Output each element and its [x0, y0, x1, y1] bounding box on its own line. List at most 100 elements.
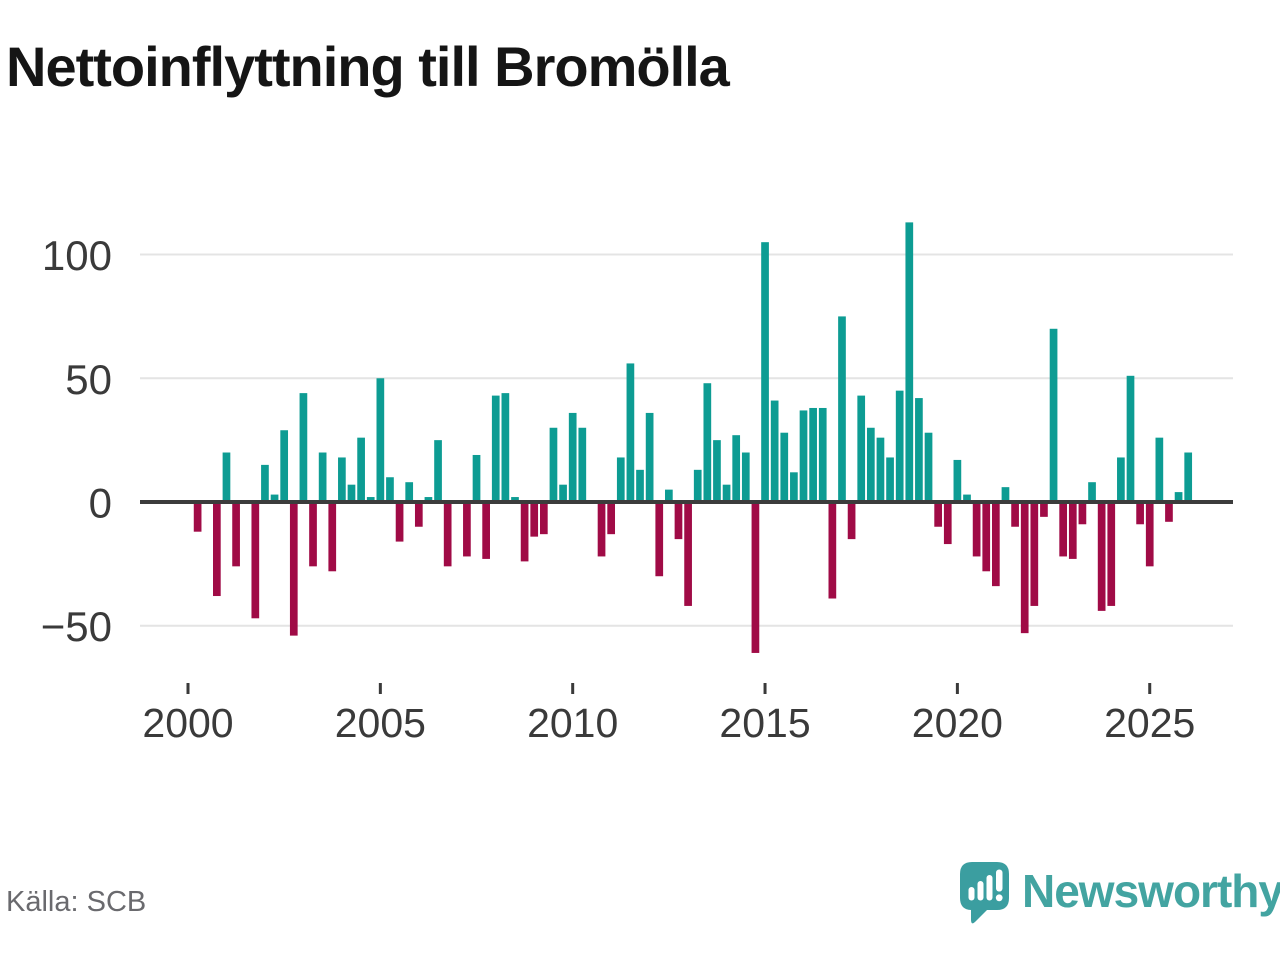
bar-positive	[1174, 492, 1183, 502]
bar-negative	[1145, 502, 1154, 567]
bar-positive	[626, 363, 635, 502]
bar-positive	[1117, 457, 1125, 502]
bar-positive	[924, 432, 933, 502]
bar-negative	[982, 502, 991, 572]
logo-bar-large	[986, 875, 993, 901]
bar-positive	[1049, 328, 1058, 502]
bar-positive	[222, 452, 231, 502]
bar-negative	[674, 502, 683, 540]
x-axis-label: 2015	[719, 700, 810, 746]
bar-positive	[838, 316, 846, 502]
bar-positive	[953, 459, 962, 502]
logo-bar-medium	[977, 881, 984, 901]
bar-positive	[915, 398, 923, 502]
bar-positive	[280, 430, 289, 502]
bar-negative	[1165, 502, 1173, 522]
bar-positive	[366, 497, 375, 502]
bar-negative	[328, 502, 337, 572]
bar-negative	[1136, 502, 1144, 525]
bar-negative	[1020, 502, 1029, 634]
bar-positive	[559, 484, 567, 502]
bar-positive	[770, 400, 779, 502]
bar-negative	[539, 502, 548, 535]
bar-positive	[790, 472, 798, 502]
logo-exclamation-bar	[996, 869, 1003, 892]
bar-positive	[1184, 452, 1193, 502]
bar-positive	[876, 437, 885, 502]
bar-positive	[347, 484, 356, 502]
bar-negative	[684, 502, 692, 606]
bar-negative	[828, 502, 837, 599]
bar-negative	[847, 502, 856, 540]
bar-positive	[722, 484, 731, 502]
logo-bar-small	[968, 887, 975, 901]
bar-positive	[405, 482, 414, 502]
newsworthy-logo: Newsworthy	[960, 862, 1280, 924]
source-note: Källa: SCB	[6, 886, 147, 918]
bar-negative	[1107, 502, 1116, 606]
bar-negative	[443, 502, 452, 567]
bar-positive	[963, 494, 971, 502]
bar-negative	[251, 502, 260, 619]
bar-positive	[549, 427, 558, 502]
bar-negative	[309, 502, 317, 567]
bar-positive	[616, 457, 625, 502]
bar-positive	[434, 440, 442, 502]
newsworthy-logo-icon	[960, 862, 1009, 924]
bar-negative	[193, 502, 202, 532]
bar-positive	[1155, 437, 1164, 502]
bar-negative	[1011, 502, 1019, 527]
bar-positive	[511, 497, 519, 502]
bar-negative	[992, 502, 1000, 587]
bar-positive	[761, 242, 769, 502]
bar-positive	[501, 393, 510, 502]
y-axis-label: −50	[41, 603, 112, 650]
bar-positive	[809, 407, 817, 502]
x-axis-label: 2010	[527, 700, 618, 746]
x-axis-label: 2005	[335, 700, 426, 746]
bar-negative	[1040, 502, 1048, 517]
bar-negative	[289, 502, 298, 636]
bar-positive	[886, 457, 894, 502]
newsworthy-wordmark: Newsworthy	[1022, 865, 1280, 917]
bar-negative	[943, 502, 952, 545]
bar-positive	[818, 407, 827, 502]
bar-negative	[607, 502, 616, 535]
bar-positive	[1001, 487, 1010, 502]
bar-positive	[636, 469, 644, 502]
bar-negative	[1068, 502, 1077, 559]
bar-negative	[530, 502, 539, 537]
bar-positive	[857, 395, 866, 502]
bar-negative	[1059, 502, 1068, 557]
bar-positive	[732, 435, 741, 502]
bar-positive	[568, 412, 577, 502]
bar-positive	[261, 464, 269, 502]
bar-positive	[780, 432, 789, 502]
bar-positive	[578, 427, 587, 502]
bar-positive	[905, 222, 914, 502]
bar-negative	[482, 502, 490, 559]
bar-positive	[713, 440, 721, 502]
bar-negative	[520, 502, 529, 562]
bar-positive	[741, 452, 750, 502]
bar-positive	[895, 390, 904, 502]
bar-negative	[751, 502, 760, 653]
bar-positive	[491, 395, 500, 502]
bar-positive	[318, 452, 327, 502]
logo-exclamation-dot	[995, 894, 1003, 902]
bar-negative	[972, 502, 981, 557]
bar-positive	[338, 457, 346, 502]
bar-negative	[1097, 502, 1106, 611]
bar-positive	[665, 489, 673, 502]
bar-positive	[386, 477, 394, 502]
y-axis-label: 0	[89, 480, 112, 527]
bar-negative	[232, 502, 240, 567]
bar-positive	[799, 410, 808, 502]
bar-negative	[414, 502, 423, 527]
bar-negative	[1030, 502, 1039, 606]
bar-negative	[395, 502, 404, 542]
x-axis-label: 2000	[142, 700, 233, 746]
bar-positive	[703, 383, 712, 502]
bar-positive	[357, 437, 365, 502]
